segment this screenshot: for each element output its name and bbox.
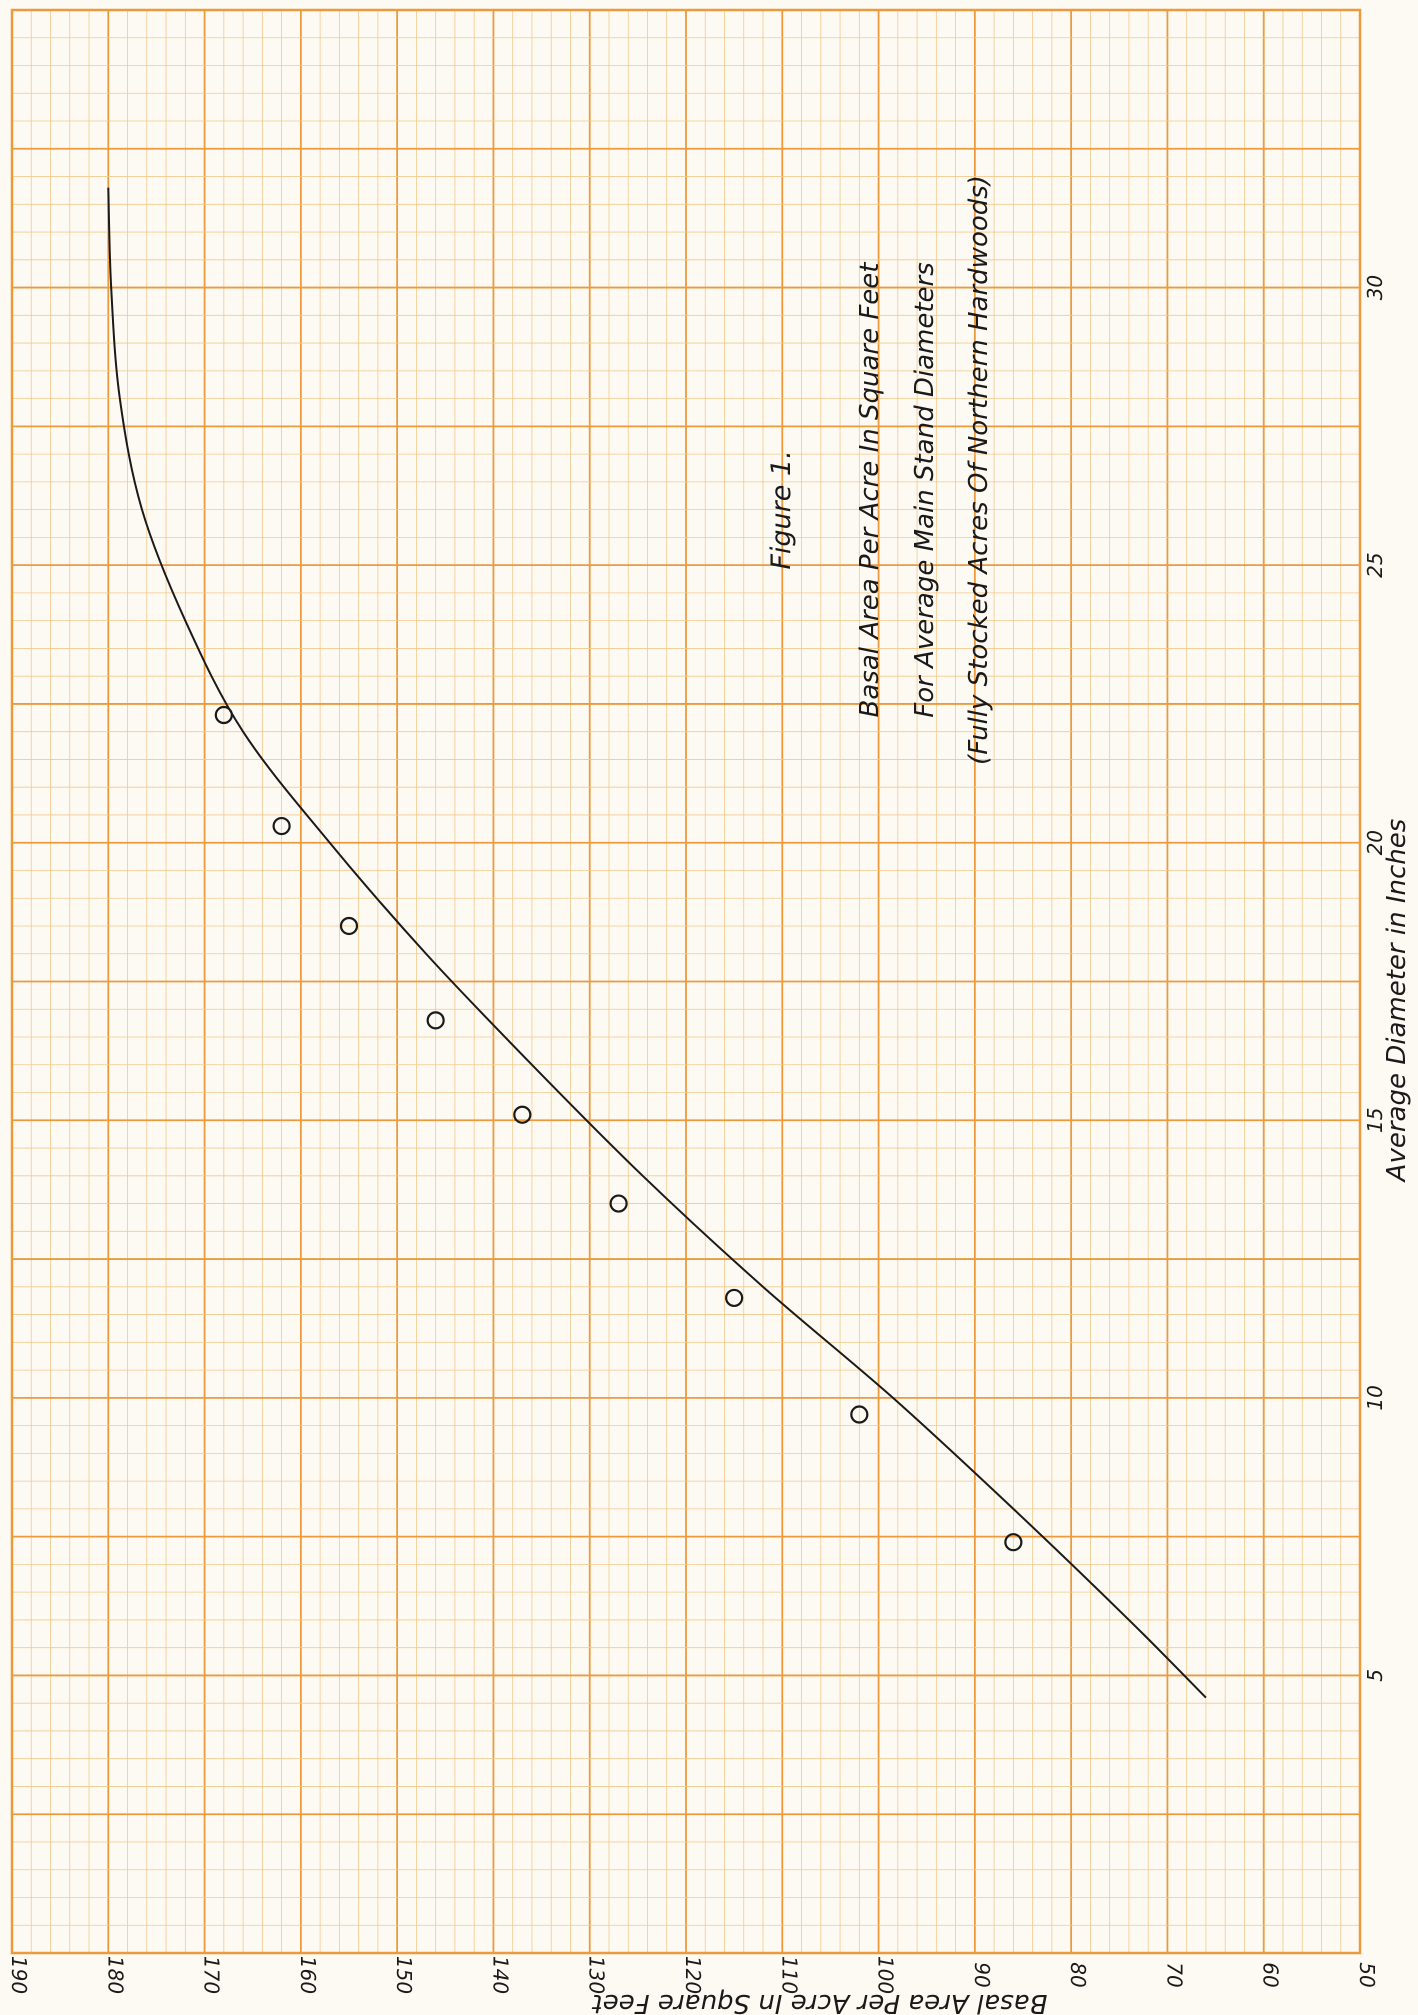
x-tick-label: 5	[1363, 1669, 1387, 1682]
y-tick-label: 60	[1259, 1962, 1283, 1987]
tick-labels: 50 60 70 80 90 100 110 120 130 140 150 160 170 180 190…	[7, 275, 1387, 1994]
y-tick-label: 190	[7, 1956, 31, 1994]
data-point	[339, 916, 359, 936]
x-axis-label: Average Diameter in Inches	[1382, 819, 1412, 1184]
y-tick-label: 180	[103, 1956, 127, 1994]
y-tick-label: 140	[488, 1956, 512, 1994]
figure-title-line-1: Basal Area Per Acre In Square Feet	[855, 262, 885, 718]
fitted-curve	[107, 187, 1207, 1699]
y-tick-label: 170	[200, 1956, 224, 1994]
fitted-curve-layer	[107, 187, 1207, 1699]
data-point	[1004, 1533, 1023, 1552]
grid-lines	[10, 8, 1362, 1955]
y-tick-label: 130	[585, 1956, 609, 1994]
y-tick-label: 110	[777, 1956, 801, 1994]
data-point	[426, 1011, 445, 1030]
data-point	[725, 1288, 744, 1308]
data-point	[214, 705, 233, 725]
x-tick-label: 25	[1363, 552, 1387, 577]
y-tick-label: 120	[681, 1956, 705, 1994]
y-tick-label: 150	[392, 1956, 416, 1994]
data-point	[609, 1194, 628, 1213]
figure-title-line-3: (Fully Stocked Acres Of Northern Hardwoo…	[964, 175, 994, 765]
y-axis-label: Basal Area Per Acre In Square Feet	[592, 1988, 1048, 2015]
y-tick-label: 100	[874, 1956, 898, 1994]
y-tick-label: 70	[1162, 1962, 1186, 1987]
y-tick-label: 160	[296, 1956, 320, 1994]
x-tick-label: 15	[1363, 1108, 1387, 1133]
data-point	[272, 816, 291, 836]
y-tick-label: 80	[1066, 1962, 1090, 1987]
figure-title-line-2: For Average Main Stand Diameters	[910, 262, 940, 718]
data-point	[513, 1105, 532, 1124]
data-points-layer	[214, 705, 1023, 1552]
x-tick-label: 10	[1363, 1385, 1387, 1410]
grid-border	[10, 8, 1362, 1955]
figure-label: Figure 1.	[766, 450, 797, 569]
y-tick-label: 50	[1355, 1962, 1379, 1987]
x-tick-label: 20	[1363, 830, 1387, 855]
y-tick-label: 90	[970, 1962, 994, 1987]
data-point	[850, 1405, 869, 1424]
x-tick-label: 30	[1363, 275, 1387, 300]
